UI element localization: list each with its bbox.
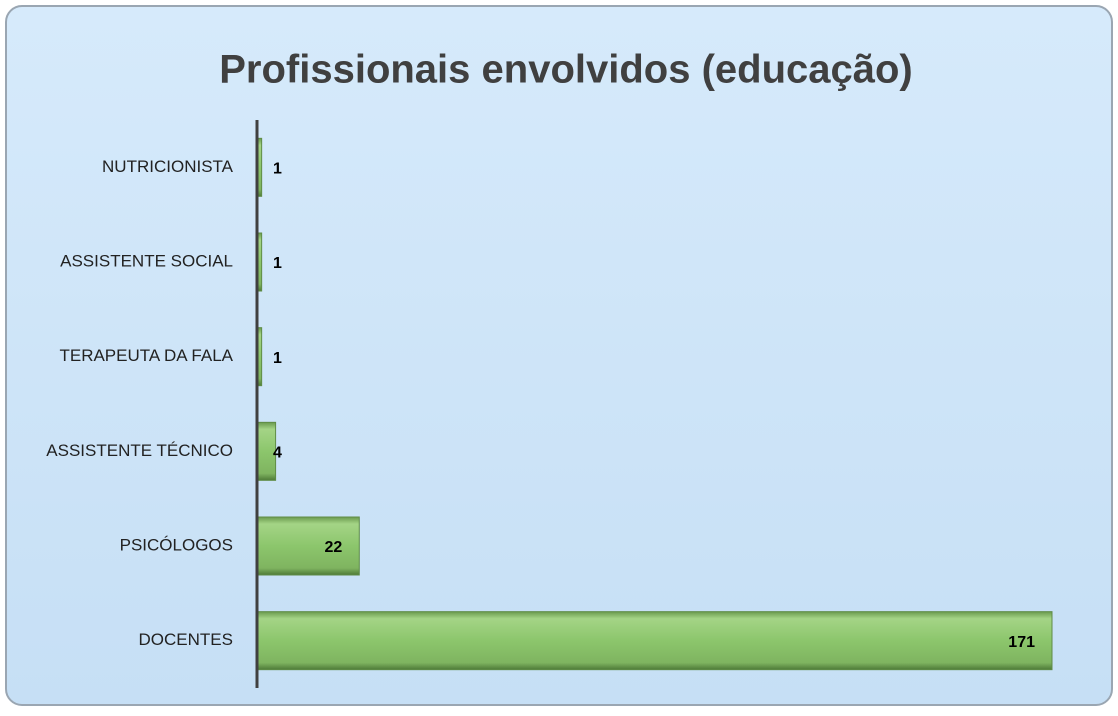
chart-title: Profissionais envolvidos (educação): [219, 48, 913, 92]
bar: [256, 516, 360, 576]
y-tick-label: NUTRICIONISTA: [102, 157, 234, 176]
data-label: 1: [273, 255, 282, 272]
y-tick-label: DOCENTES: [139, 630, 233, 649]
data-label: 4: [273, 445, 282, 462]
data-label: 1: [273, 161, 282, 178]
data-label: 171: [1008, 634, 1035, 651]
y-tick-label: TERAPEUTA DA FALA: [59, 346, 233, 365]
data-label: 22: [324, 539, 342, 556]
y-tick-label: ASSISTENTE SOCIAL: [60, 251, 233, 270]
y-tick-label: ASSISTENTE TÉCNICO: [46, 441, 233, 460]
y-tick-label: PSICÓLOGOS: [120, 535, 233, 554]
bar: [256, 611, 1053, 671]
data-label: 1: [273, 350, 282, 367]
